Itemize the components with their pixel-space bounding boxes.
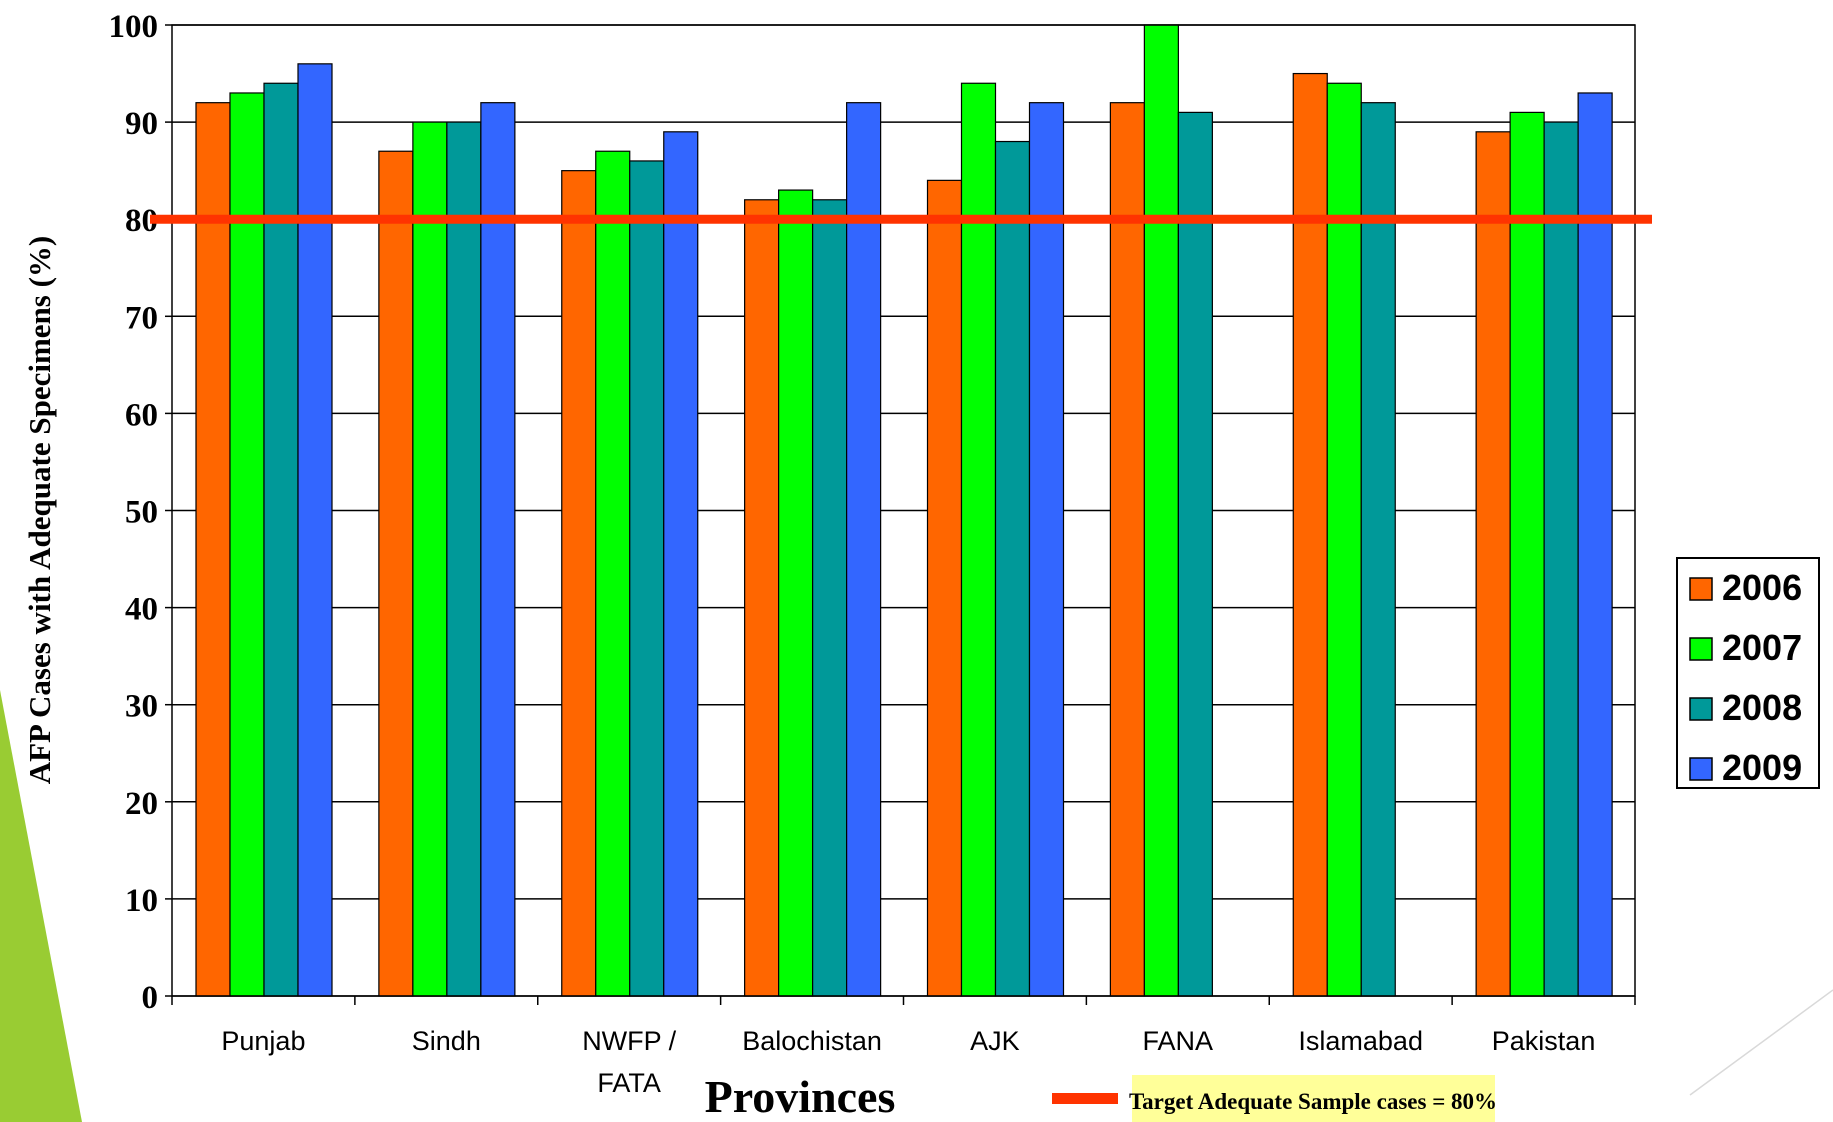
x-category-label: Pakistan (1492, 1026, 1596, 1056)
bar-2006 (1475, 131, 1511, 997)
legend-label-2009: 2009 (1722, 747, 1802, 788)
bar-2006 (744, 199, 780, 997)
bar-2006 (195, 102, 231, 997)
target-label: Target Adequate Sample cases = 80% (1129, 1089, 1497, 1114)
bar-2008 (263, 82, 299, 997)
bar-2006 (926, 179, 963, 997)
bar-2007 (1509, 111, 1545, 997)
y-tick-label: 0 (142, 980, 159, 1016)
legend-swatch-2007 (1689, 637, 1713, 661)
bar-2009 (297, 63, 333, 997)
legend-label-2007: 2007 (1722, 627, 1802, 668)
left-accent-shape (0, 690, 82, 1122)
bar-2008 (994, 140, 1031, 997)
bar-2007 (960, 82, 997, 997)
bars (195, 24, 1613, 997)
legend-label-2006: 2006 (1722, 567, 1802, 608)
bar-2009 (1028, 102, 1065, 997)
legend-swatch-2008 (1689, 697, 1713, 721)
bar-2007 (229, 92, 265, 997)
y-tick-label: 30 (125, 689, 158, 725)
y-tick-label: 10 (125, 883, 158, 919)
x-category-label: Balochistan (742, 1026, 882, 1056)
bar-2009 (663, 131, 699, 997)
bar-2007 (595, 150, 631, 997)
y-tick-label: 70 (125, 300, 158, 336)
bar-2007 (412, 121, 448, 997)
x-category-label: NWFP / (582, 1026, 676, 1056)
bar-2007 (778, 189, 814, 997)
legend-swatch-2009 (1689, 757, 1713, 781)
bar-2008 (1177, 111, 1213, 997)
bar-2009 (1577, 92, 1613, 997)
bar-2008 (1543, 121, 1579, 997)
bar-2008 (446, 121, 482, 997)
x-category-label: Islamabad (1298, 1026, 1423, 1056)
x-axis-ticks (171, 996, 1636, 1005)
y-tick-label: 60 (125, 397, 158, 433)
bar-2006 (561, 170, 597, 997)
bar-2008 (1360, 102, 1396, 997)
legend: 2006 2007 2008 2009 (1676, 557, 1820, 789)
y-tick-label: 20 (125, 786, 158, 822)
y-tick-label: 40 (125, 592, 158, 628)
x-axis-title: Provinces (705, 1071, 896, 1122)
corner-decoration-line (1689, 989, 1833, 1096)
x-category-label: FANA (1143, 1026, 1214, 1056)
legend-swatch-2006 (1689, 577, 1713, 601)
bar-2008 (629, 160, 665, 997)
x-category-label: AJK (970, 1026, 1020, 1056)
target-label-background (1132, 1075, 1495, 1122)
x-category-labels: Punjab Sindh NWFP / FATA Balochistan AJK FANA I… (221, 1026, 1595, 1098)
target-key-swatch (1052, 1093, 1118, 1104)
bar-2006 (378, 150, 414, 997)
y-tick-label: 100 (109, 9, 159, 45)
bar-2007 (1143, 24, 1179, 997)
x-category-label: Punjab (221, 1026, 305, 1056)
bar-2009 (480, 102, 516, 997)
y-tick-label: 50 (125, 495, 158, 531)
y-axis-title: AFP Cases with Adequate Specimens (%) (22, 236, 57, 785)
bar-2006 (1109, 102, 1145, 997)
bar-2008 (812, 199, 848, 997)
x-category-label: Sindh (412, 1026, 481, 1056)
legend-label-2008: 2008 (1722, 687, 1802, 728)
x-category-label: FATA (597, 1068, 661, 1098)
bar-2006 (1292, 72, 1328, 997)
y-tick-label: 90 (125, 106, 158, 142)
bar-2009 (846, 102, 882, 997)
